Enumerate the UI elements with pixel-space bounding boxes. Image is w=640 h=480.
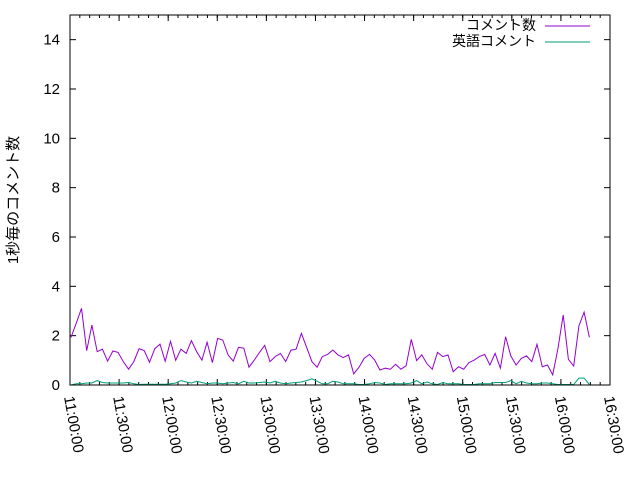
x-tick-label: 14:30:00 <box>404 395 431 455</box>
legend-label-comments: コメント数 <box>466 17 536 33</box>
x-tick-label: 16:00:00 <box>551 395 578 455</box>
y-tick-label: 0 <box>52 377 60 394</box>
series-line-0 <box>70 308 590 377</box>
legend-label-english-comments: 英語コメント <box>452 33 536 49</box>
y-tick-label: 12 <box>43 81 60 98</box>
series-layer <box>70 308 590 386</box>
y-tick-label: 14 <box>43 32 60 49</box>
y-tick-label: 10 <box>43 130 60 147</box>
x-tick-label: 12:00:00 <box>158 395 185 455</box>
legend: コメント数 英語コメント <box>452 17 590 49</box>
y-axis-ticks: 0 2 4 6 8 10 12 14 <box>43 32 610 394</box>
x-tick-label: 16:30:00 <box>600 395 627 455</box>
x-tick-label: 11:00:00 <box>60 395 87 454</box>
x-tick-label: 13:00:00 <box>256 395 283 455</box>
y-tick-label: 6 <box>52 229 60 246</box>
y-tick-label: 2 <box>52 328 60 345</box>
x-tick-label: 12:30:00 <box>207 395 234 455</box>
x-tick-label: 15:30:00 <box>502 395 529 455</box>
y-tick-label: 8 <box>52 180 60 197</box>
x-tick-label: 13:30:00 <box>306 395 333 455</box>
x-tick-label: 14:00:00 <box>355 395 382 455</box>
y-axis-label: 1秒毎のコメント数 <box>5 136 22 264</box>
x-tick-label: 15:00:00 <box>453 395 480 455</box>
y-tick-label: 4 <box>52 278 60 295</box>
x-tick-label: 11:30:00 <box>109 395 136 454</box>
x-axis-ticks: 11:00:00 11:30:00 12:00:00 12:30:00 13:00:00… <box>60 15 627 455</box>
series-line-1 <box>70 377 590 386</box>
plot-border <box>69 14 611 386</box>
